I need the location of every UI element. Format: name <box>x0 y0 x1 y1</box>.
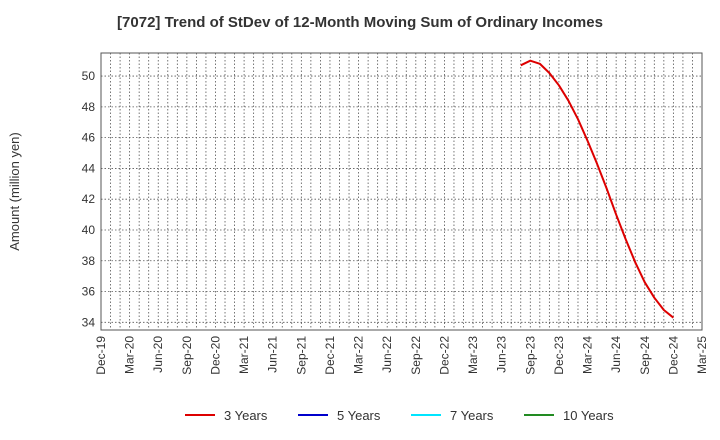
x-tick-label: Sep-21 <box>294 336 308 375</box>
x-tick-label: Jun-21 <box>266 336 280 373</box>
y-axis-title: Amount (million yen) <box>7 132 22 251</box>
legend-label: 3 Years <box>224 408 268 423</box>
y-tick-label: 42 <box>82 192 96 206</box>
x-tick-label: Dec-19 <box>94 336 108 375</box>
x-tick-label: Mar-21 <box>237 336 251 374</box>
x-tick-label: Mar-23 <box>466 336 480 374</box>
x-tick-label: Dec-23 <box>552 336 566 375</box>
x-tick-label: Sep-22 <box>409 336 423 375</box>
x-tick-label: Mar-20 <box>123 336 137 374</box>
y-tick-label: 48 <box>82 100 96 114</box>
x-tick-label: Sep-20 <box>180 336 194 375</box>
y-tick-label: 36 <box>82 285 96 299</box>
x-tick-label: Mar-22 <box>352 336 366 374</box>
y-tick-label: 38 <box>82 254 96 268</box>
y-tick-label: 40 <box>82 223 96 237</box>
legend-label: 7 Years <box>450 408 494 423</box>
legend-label: 10 Years <box>563 408 614 423</box>
plot-border <box>100 52 703 331</box>
y-tick-label: 34 <box>82 315 96 329</box>
x-tick-label: Sep-23 <box>523 336 537 375</box>
x-tick-label: Sep-24 <box>638 336 652 375</box>
x-tick-label: Dec-21 <box>323 336 337 375</box>
x-tick-label: Mar-24 <box>581 336 595 374</box>
x-tick-label: Jun-20 <box>151 336 165 373</box>
x-tick-label: Jun-23 <box>495 336 509 373</box>
x-tick-label: Dec-22 <box>437 336 451 375</box>
series-line-3-years <box>520 59 675 319</box>
y-tick-label: 46 <box>82 131 96 145</box>
plot-area <box>101 53 702 330</box>
y-tick-label: 50 <box>82 69 96 83</box>
chart-title: [7072] Trend of StDev of 12-Month Moving… <box>117 14 603 31</box>
x-tick-label: Jun-24 <box>609 336 623 373</box>
x-tick-label: Dec-20 <box>208 336 222 375</box>
x-tick-label: Dec-24 <box>666 336 680 375</box>
x-tick-label: Mar-25 <box>695 336 709 374</box>
x-tick-label: Jun-22 <box>380 336 394 373</box>
y-tick-label: 44 <box>82 161 96 175</box>
legend-label: 5 Years <box>337 408 381 423</box>
